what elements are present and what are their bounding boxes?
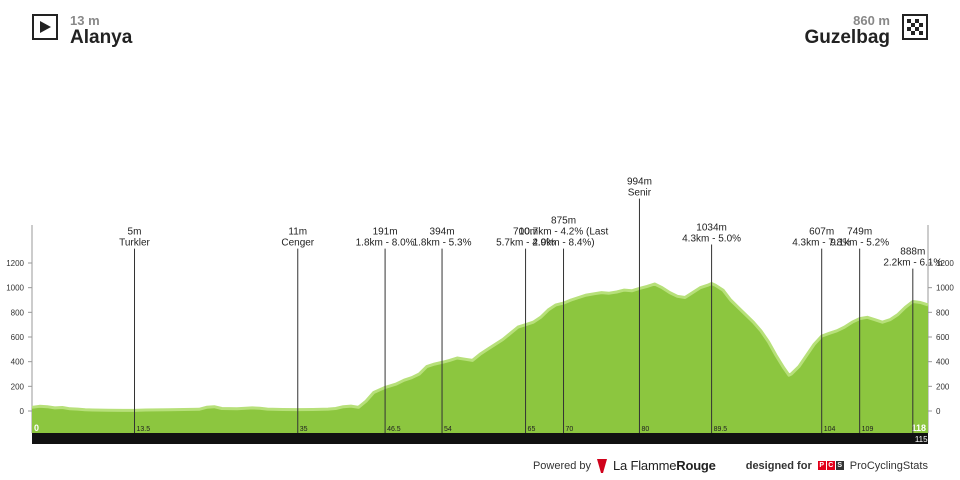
y-tick-label-right: 1000	[936, 284, 954, 293]
marker-km-label: 70	[566, 426, 574, 433]
marker-label: 2.0km - 8.4%)	[532, 238, 594, 249]
la-flamme-rouge-brand: La FlammeRouge	[613, 458, 716, 473]
marker-label: 11m	[288, 227, 307, 238]
finish-town: Guzelbag	[804, 27, 890, 48]
marker-label: 4.3km - 5.0%	[682, 233, 741, 244]
marker-km-label: 46.5	[387, 426, 401, 433]
marker-label: Turkler	[119, 238, 150, 249]
marker-label: 5m	[128, 227, 142, 238]
finish-header: 860 m Guzelbag	[804, 14, 928, 48]
checkered-flag-icon	[902, 14, 928, 40]
start-altitude: 13 m	[70, 13, 100, 28]
y-tick-label-left: 0	[20, 407, 25, 416]
marker-label: 749m	[847, 227, 872, 238]
marker-label: 10.7km - 4.2% (Last	[519, 227, 609, 238]
y-tick-label-right: 800	[936, 308, 950, 317]
y-tick-label-right: 400	[936, 358, 950, 367]
marker-label: 191m	[373, 227, 398, 238]
marker-km-label: 13.5	[137, 426, 151, 433]
marker-label: 9.1km - 5.2%	[830, 238, 889, 249]
marker-km-label: 109	[862, 426, 874, 433]
marker-km-label: 89.5	[714, 426, 728, 433]
y-tick-label-right: 600	[936, 333, 950, 342]
marker-label: 5.7km - 4.9%	[496, 238, 555, 249]
start-town: Alanya	[70, 27, 133, 48]
marker-label: 700m	[513, 227, 538, 238]
y-tick-label-right: 1200	[936, 259, 954, 268]
start-km-label: 0	[34, 423, 39, 433]
marker-km-label: 104	[824, 426, 836, 433]
marker-label: Senir	[628, 188, 652, 199]
marker-km-label: 115	[915, 435, 928, 444]
marker-label: Cenger	[281, 238, 314, 249]
marker-label: 2.2km - 6.1%	[883, 258, 942, 269]
marker-label: 994m	[627, 177, 652, 188]
profile-area	[32, 283, 928, 433]
marker-label: 4.3km - 7.8%	[792, 238, 851, 249]
powered-by-label: Powered by	[532, 459, 592, 472]
marker-label: 1.8km - 5.3%	[413, 238, 472, 249]
start-header: 13 m Alanya	[32, 14, 132, 48]
y-tick-label-left: 200	[11, 382, 25, 391]
marker-km-label: 35	[300, 426, 308, 433]
finish-altitude: 860 m	[853, 13, 890, 28]
marker-label: 607m	[809, 227, 834, 238]
la-flamme-rouge-logo-icon	[597, 458, 608, 473]
designed-for-label: designed for	[745, 459, 812, 472]
y-tick-label-left: 800	[11, 308, 25, 317]
marker-label: 875m	[551, 216, 576, 227]
marker-label: 394m	[430, 227, 455, 238]
profile-ridge	[31, 282, 929, 412]
marker-label: 1034m	[696, 222, 727, 233]
y-tick-label-left: 400	[11, 358, 25, 367]
y-tick-label-right: 0	[936, 407, 941, 416]
y-tick-label-left: 1200	[6, 259, 24, 268]
y-tick-label-left: 600	[11, 333, 25, 342]
marker-label: 888m	[900, 247, 925, 258]
y-tick-label-right: 200	[936, 382, 950, 391]
footer: Powered by La FlammeRouge designed for P…	[533, 458, 928, 473]
marker-km-label: 65	[528, 426, 536, 433]
end-km-label: 118	[911, 423, 926, 433]
y-tick-label-left: 1000	[6, 284, 24, 293]
marker-km-label: 54	[444, 426, 452, 433]
marker-label: 1.8km - 8.0%	[356, 238, 415, 249]
marker-km-label: 80	[641, 426, 649, 433]
play-flag-icon	[32, 14, 58, 40]
distance-bar	[32, 433, 928, 444]
pcs-name: ProCyclingStats	[849, 459, 928, 472]
